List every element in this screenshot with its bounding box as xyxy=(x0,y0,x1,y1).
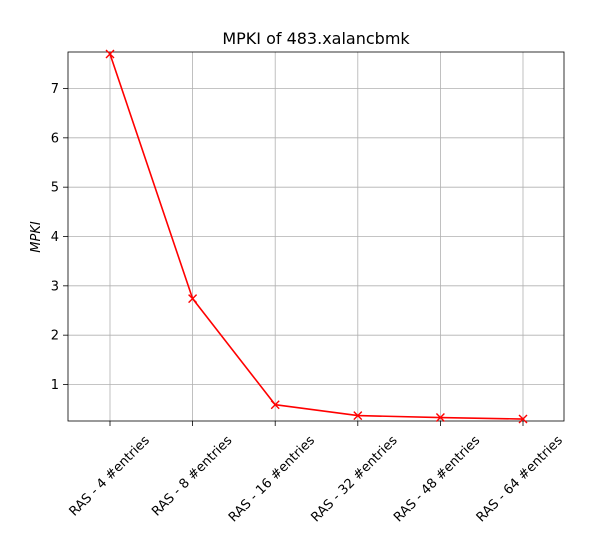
marker-stroke xyxy=(188,294,198,304)
marker-stroke xyxy=(353,411,363,421)
data-point-marker xyxy=(105,49,115,59)
series-line xyxy=(109,53,524,420)
data-point-marker xyxy=(353,411,363,421)
marker-stroke xyxy=(518,414,528,424)
y-axis-label: MPKI xyxy=(29,221,44,253)
y-tick-label: 1 xyxy=(51,378,59,393)
y-tick-label: 3 xyxy=(51,279,59,294)
data-point-marker xyxy=(188,294,198,304)
data-point-marker xyxy=(270,400,280,410)
y-tick-label: 6 xyxy=(51,131,59,146)
marker-stroke xyxy=(105,49,115,59)
grid xyxy=(68,52,564,421)
series-layer xyxy=(105,49,528,424)
y-tick-label: 4 xyxy=(51,230,59,245)
data-point-marker xyxy=(518,414,528,424)
y-tick-label: 5 xyxy=(51,181,59,196)
data-point-marker xyxy=(435,413,445,423)
y-tick-label: 7 xyxy=(51,82,59,97)
marker-stroke xyxy=(435,413,445,423)
chart-title: MPKI of 483.xalancbmk xyxy=(222,29,410,48)
plot-frame xyxy=(67,51,565,422)
y-tick-label: 2 xyxy=(51,329,59,344)
axes xyxy=(63,51,565,426)
marker-stroke xyxy=(270,400,280,410)
